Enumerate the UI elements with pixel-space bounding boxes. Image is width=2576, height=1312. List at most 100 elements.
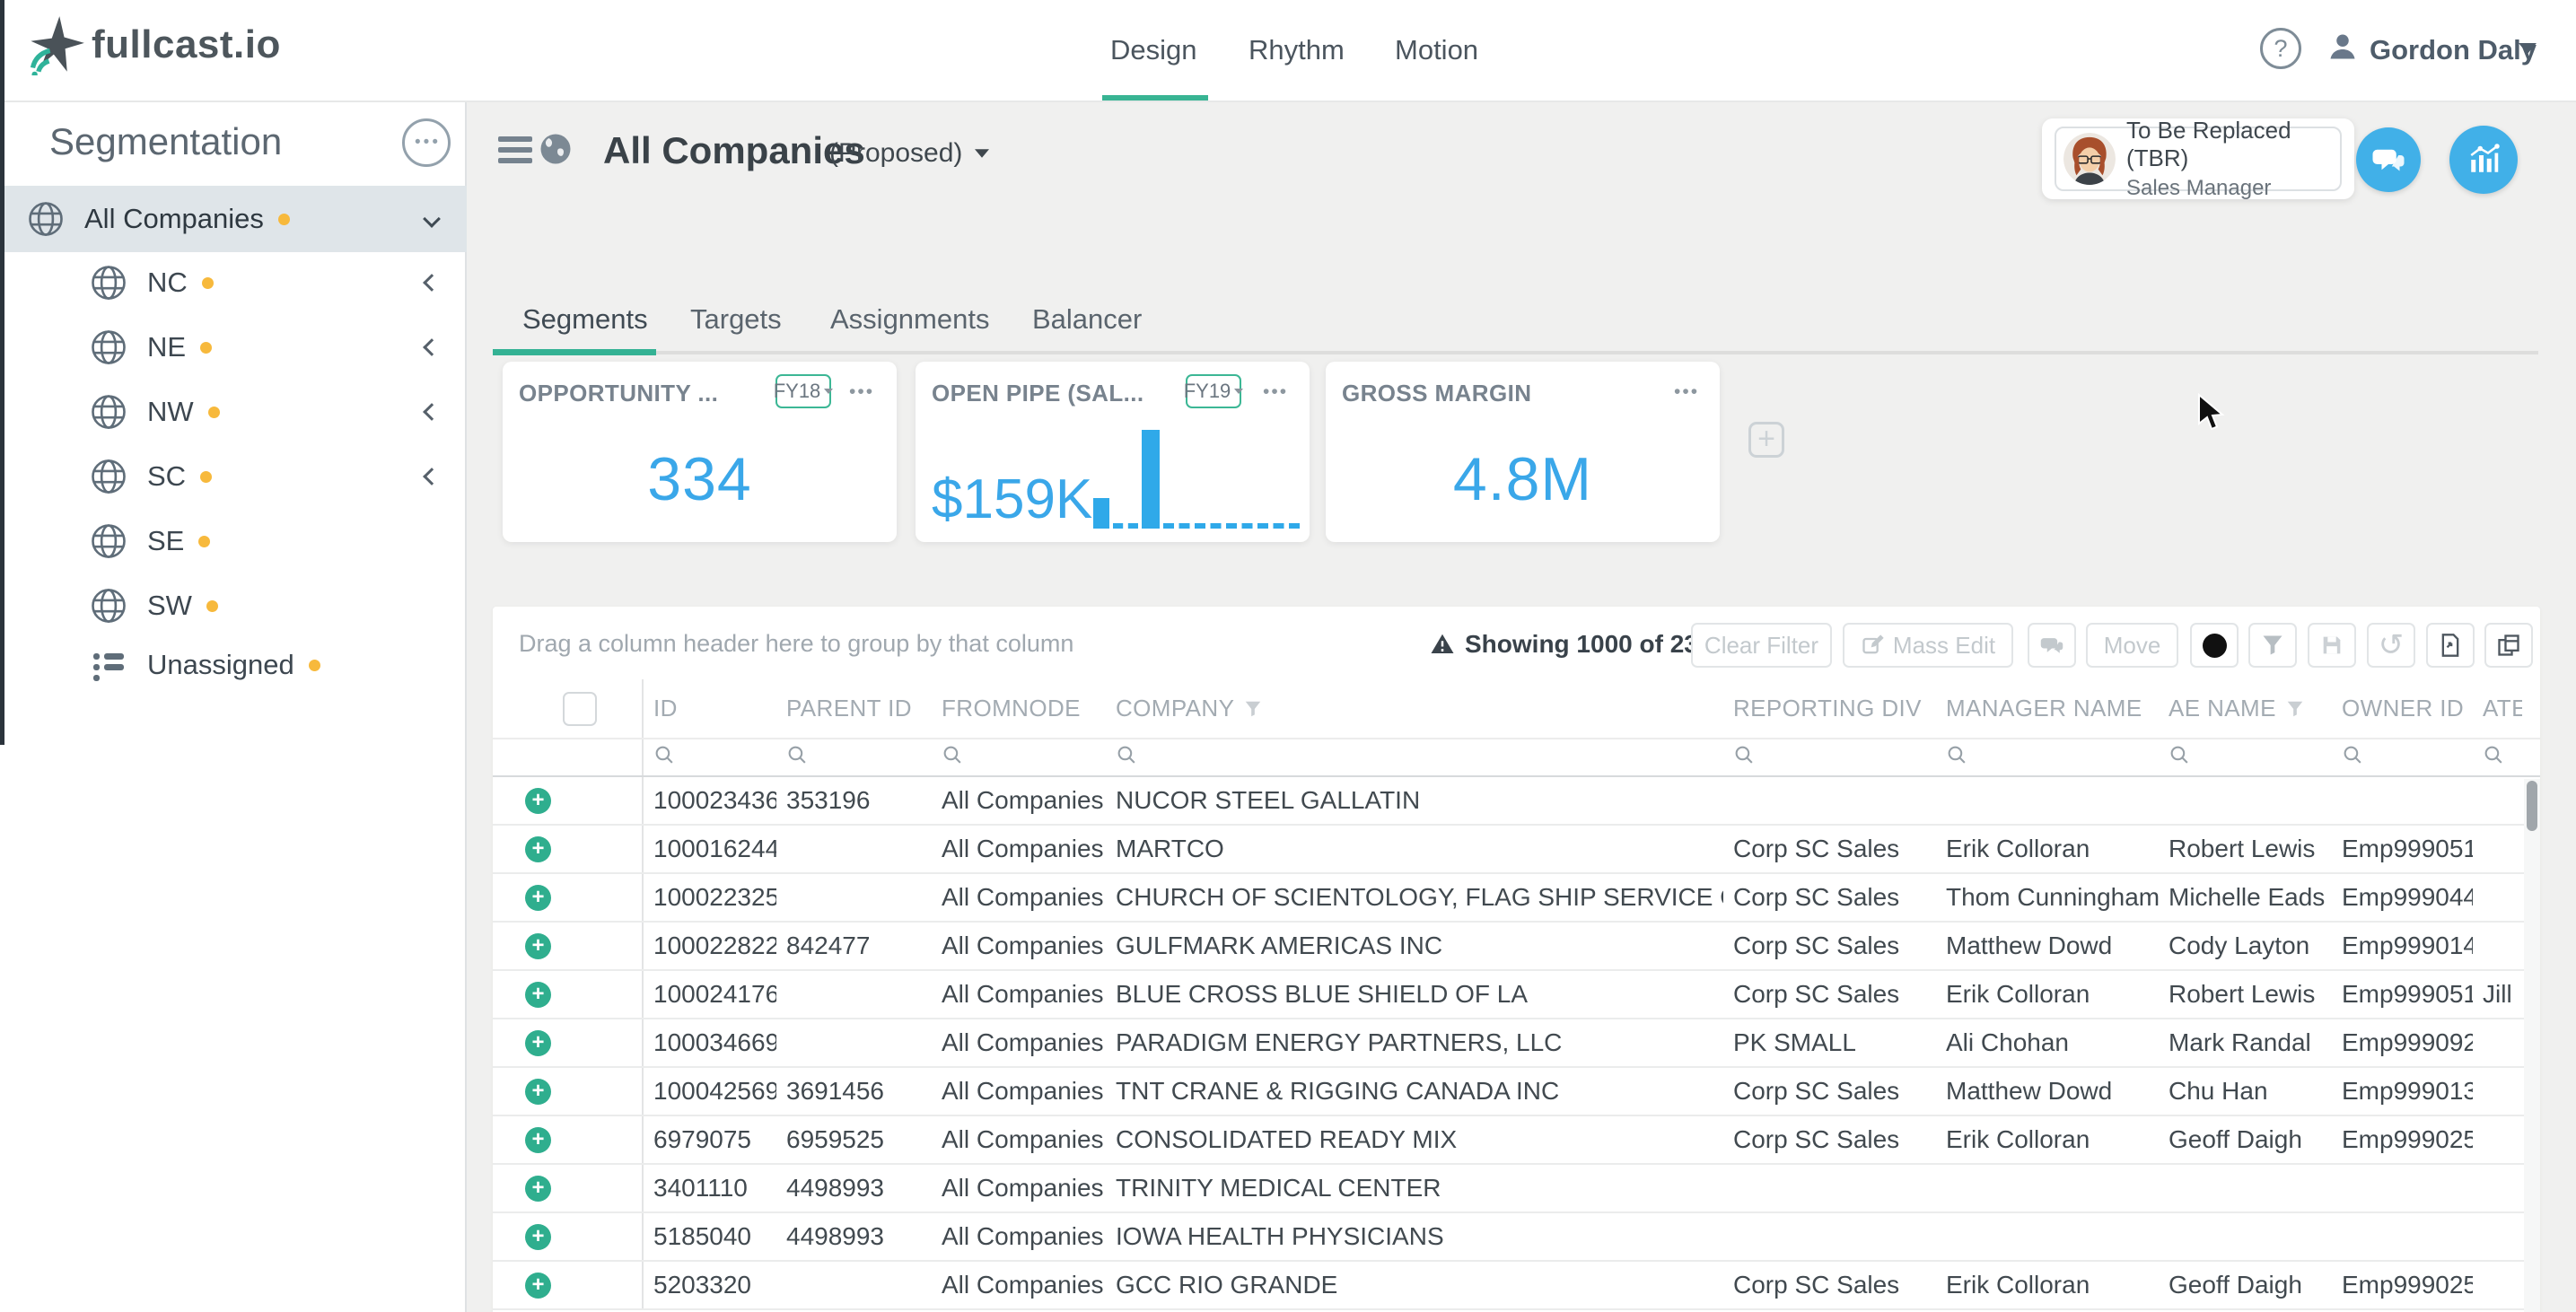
globe-icon: [92, 459, 126, 494]
table-row[interactable]: + 5185040 4498993 All Companies IOWA HEALT…: [493, 1213, 2540, 1262]
fiscal-year-dropdown[interactable]: FY18: [774, 374, 834, 408]
table-row[interactable]: + 6979075 6959525 All Companies CONSOLIDAT…: [493, 1116, 2540, 1165]
column-header-ate[interactable]: ATE: [2483, 695, 2522, 722]
mass-edit-button[interactable]: Mass Edit: [1843, 623, 2013, 668]
sidebar-item-label: Unassigned: [147, 649, 294, 680]
expand-row-icon[interactable]: +: [525, 1029, 551, 1056]
column-header-reporting-div[interactable]: REPORTING DIV: [1733, 695, 1922, 722]
group-by-hint[interactable]: Drag a column header here to group by th…: [519, 630, 1074, 657]
help-button[interactable]: ?: [2260, 28, 2301, 69]
filter-input-ae-name[interactable]: [2159, 744, 2332, 771]
clear-filter-button[interactable]: Clear Filter: [1691, 623, 1832, 668]
tab-rhythm[interactable]: Rhythm: [1249, 34, 1345, 66]
pencil-icon: [1862, 634, 1884, 654]
sidebar-item-sw[interactable]: SW: [0, 582, 467, 630]
sidebar-menu-button[interactable]: •••: [402, 118, 451, 167]
chat-icon: [2040, 638, 2063, 653]
chevron-left-icon[interactable]: [423, 403, 441, 421]
add-kpi-card-button[interactable]: +: [1748, 422, 1784, 458]
expand-row-icon[interactable]: +: [525, 787, 551, 814]
table-row[interactable]: + 100034669 All Companies PARADIGM ENERGY…: [493, 1019, 2540, 1068]
globe-filled-icon: [540, 134, 571, 164]
filter-input-parent-id[interactable]: [776, 744, 932, 771]
select-all-checkbox[interactable]: [563, 691, 597, 726]
sidebar-item-unassigned[interactable]: Unassigned: [0, 641, 467, 689]
column-header-ae-name[interactable]: AE NAME: [2159, 695, 2332, 722]
comments-button[interactable]: [2356, 127, 2421, 192]
fullcast-logo[interactable]: fullcast.io: [25, 14, 281, 75]
expand-row-icon[interactable]: +: [525, 981, 551, 1008]
filter-input-id[interactable]: [644, 744, 776, 771]
filter-input-owner-id[interactable]: [2332, 744, 2473, 771]
filter-button[interactable]: [2248, 623, 2297, 668]
sidebar-item-ne[interactable]: NE: [0, 323, 467, 372]
chevron-left-icon[interactable]: [423, 274, 441, 292]
move-button[interactable]: Move: [2086, 623, 2178, 668]
vertical-scrollbar[interactable]: [2524, 779, 2540, 1312]
column-chooser-button[interactable]: [2484, 623, 2533, 668]
column-header-parent-id[interactable]: PARENT ID: [786, 695, 912, 722]
column-header-id[interactable]: ID: [653, 695, 678, 722]
table-row[interactable]: + 100023436 353196 All Companies NUCOR STE…: [493, 777, 2540, 826]
card-menu-icon[interactable]: •••: [849, 381, 875, 402]
expand-row-icon[interactable]: +: [525, 835, 551, 862]
sidebar-item-se[interactable]: SE: [0, 517, 467, 565]
status-dot: [308, 659, 320, 671]
save-button[interactable]: [2308, 623, 2356, 668]
tab-targets[interactable]: Targets: [690, 303, 782, 335]
expand-row-icon[interactable]: +: [525, 1272, 551, 1299]
expand-row-icon[interactable]: +: [525, 1223, 551, 1250]
table-row[interactable]: + 100022822 842477 All Companies GULFMARK …: [493, 923, 2540, 971]
expand-row-icon[interactable]: +: [525, 1126, 551, 1153]
menu-toggle-button[interactable]: [498, 136, 532, 163]
sidebar-item-nc[interactable]: NC: [0, 258, 467, 307]
card-menu-icon[interactable]: •••: [1263, 381, 1289, 402]
persona-card[interactable]: To Be Replaced (TBR) Sales Manager: [2055, 117, 2342, 200]
filter-input-company[interactable]: [1106, 744, 1723, 771]
expand-row-icon[interactable]: +: [525, 1078, 551, 1105]
tab-motion[interactable]: Motion: [1395, 34, 1479, 66]
comment-button[interactable]: [2028, 623, 2076, 668]
tab-balancer[interactable]: Balancer: [1032, 303, 1143, 335]
table-row[interactable]: + 5203320 All Companies GCC RIO GRANDE Co…: [493, 1262, 2540, 1310]
filter-applied-icon[interactable]: [2285, 698, 2305, 720]
export-button[interactable]: [2426, 623, 2475, 668]
column-header-fromnode[interactable]: FROMNODE: [942, 695, 1081, 722]
filter-input-manager-name[interactable]: [1936, 744, 2159, 771]
chevron-down-icon[interactable]: [423, 210, 441, 228]
fiscal-year-dropdown[interactable]: FY19: [1184, 374, 1244, 408]
undo-button[interactable]: ↺: [2367, 623, 2415, 668]
table-row[interactable]: + 100042569 3691456 All Companies TNT CRAN…: [493, 1068, 2540, 1116]
filter-input-reporting-div[interactable]: [1723, 744, 1936, 771]
column-header-manager-name[interactable]: MANAGER NAME: [1946, 695, 2142, 722]
search-icon: [2344, 746, 2361, 764]
filter-applied-icon[interactable]: [1243, 698, 1263, 720]
expand-row-icon[interactable]: +: [525, 884, 551, 911]
column-header-owner-id[interactable]: OWNER ID: [2342, 695, 2465, 722]
plan-version-label: (Proposed): [829, 138, 963, 168]
table-row[interactable]: + 3401110 4498993 All Companies TRINITY ME…: [493, 1165, 2540, 1213]
plan-version-dropdown[interactable]: (Proposed): [829, 138, 991, 169]
chevron-left-icon[interactable]: [423, 338, 441, 356]
table-row[interactable]: + 100024176 All Companies BLUE CROSS BLUE…: [493, 971, 2540, 1019]
table-row[interactable]: + 100016244 All Companies MARTCO Corp SC …: [493, 826, 2540, 874]
sidebar-item-sc[interactable]: SC: [0, 452, 467, 501]
column-header-company[interactable]: COMPANY: [1106, 695, 1723, 722]
chevron-left-icon[interactable]: [423, 468, 441, 485]
expand-row-icon[interactable]: +: [525, 932, 551, 959]
tab-segments[interactable]: Segments: [522, 303, 648, 335]
scrollbar-thumb[interactable]: [2527, 781, 2537, 831]
filter-input-fromnode[interactable]: [932, 744, 1106, 771]
user-menu[interactable]: Gordon Daly: [2370, 34, 2537, 66]
sidebar-item-all-companies[interactable]: All Companies: [0, 186, 467, 252]
filter-input-ate[interactable]: [2473, 744, 2522, 771]
tab-design[interactable]: Design: [1110, 34, 1197, 66]
card-menu-icon[interactable]: •••: [1674, 381, 1700, 402]
sidebar-item-label: NW: [147, 396, 194, 427]
table-row[interactable]: + 100022325 All Companies CHURCH OF SCIEN…: [493, 874, 2540, 923]
tab-assignments[interactable]: Assignments: [830, 303, 990, 335]
analytics-button[interactable]: [2449, 126, 2518, 194]
sidebar-item-nw[interactable]: NW: [0, 388, 467, 436]
expand-row-icon[interactable]: +: [525, 1175, 551, 1202]
black-dot-toggle-button[interactable]: [2190, 623, 2239, 668]
